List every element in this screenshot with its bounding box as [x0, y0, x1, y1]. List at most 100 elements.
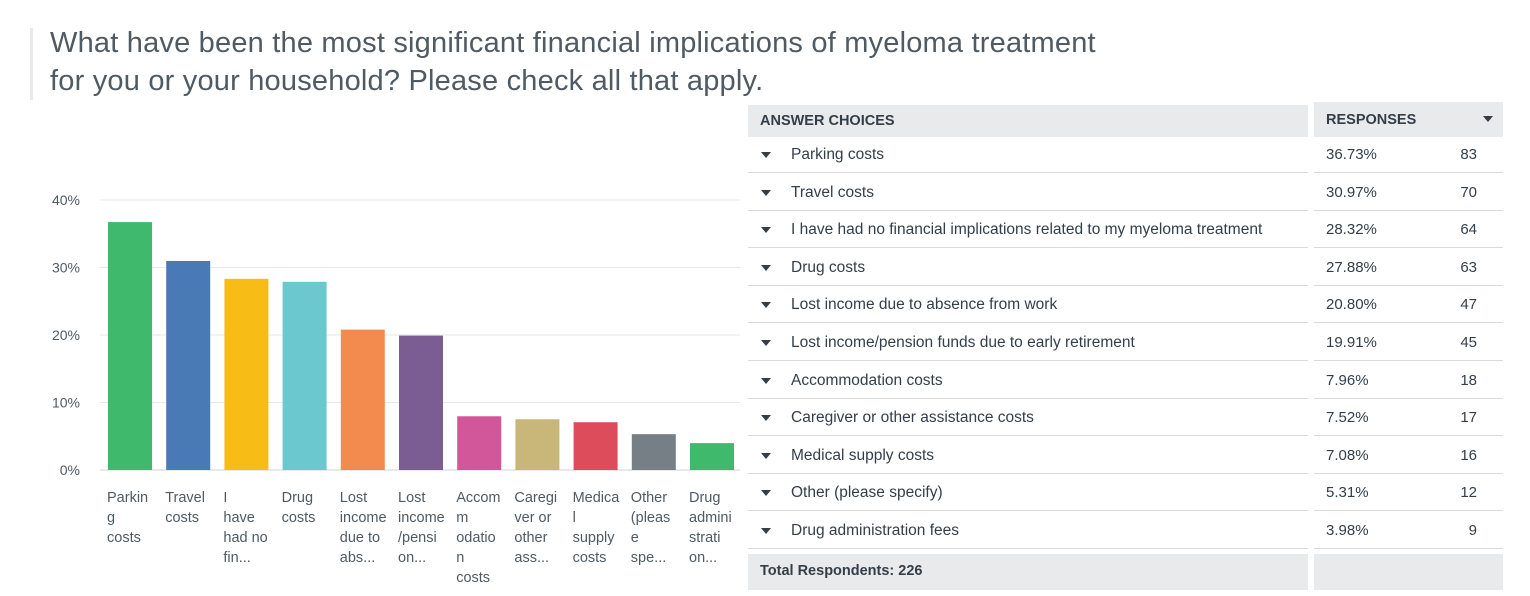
x-tick-label-line: on...	[398, 550, 427, 566]
x-tick-label-line: Parkin	[107, 490, 149, 506]
expand-caret-icon[interactable]	[761, 452, 771, 459]
table-row[interactable]: I have had no financial implications rel…	[748, 212, 1503, 249]
x-tick-label: Caregi ver or other ass...	[514, 488, 570, 568]
expand-caret-icon[interactable]	[761, 528, 771, 534]
response-count: 64	[1460, 221, 1477, 239]
x-tick-label-line: ass...	[514, 550, 550, 566]
table-row[interactable]: Drug costs 27.88% 63	[748, 249, 1503, 286]
answer-choice-label: I have had no financial implications rel…	[791, 221, 1263, 239]
chart-bar[interactable]	[690, 443, 734, 470]
response-percent: 7.08%	[1326, 446, 1369, 464]
x-tick-label-line: Drug	[689, 490, 721, 506]
x-tick-label-line: Medica	[572, 490, 620, 506]
x-tick-label-line: Lost	[398, 490, 426, 506]
chart-bar[interactable]	[108, 222, 152, 470]
response-count: 70	[1460, 183, 1477, 201]
x-tick-label-line: Drug	[281, 490, 314, 506]
response-percent: 5.31%	[1326, 484, 1369, 502]
response-count: 17	[1460, 409, 1477, 427]
x-tick-label-line: Travel	[165, 490, 205, 506]
table-row[interactable]: Lost income due to absence from work 20.8…	[748, 287, 1503, 324]
chart-bar[interactable]	[340, 329, 385, 470]
table-row[interactable]: Lost income/pension funds due to early r…	[748, 325, 1503, 361]
x-tick-label-line: Lost	[339, 490, 368, 506]
response-count: 9	[1468, 522, 1477, 539]
response-count: 83	[1460, 146, 1477, 163]
x-tick-label-line: have	[223, 510, 255, 526]
answer-choice-label: Medical supply costs	[791, 446, 935, 464]
x-tick-label-line: costs	[572, 550, 607, 566]
x-tick-label-line: costs	[281, 510, 316, 526]
answer-choice-label: Other (please specify)	[791, 484, 943, 502]
y-tick-label: 0%	[60, 462, 80, 478]
table-row[interactable]: Accommodation costs 7.96% 18	[748, 362, 1503, 399]
header-responses[interactable]: RESPONSES	[1314, 102, 1503, 137]
x-tick-label-line: due to	[339, 530, 381, 546]
total-respondents-fill	[1314, 553, 1503, 590]
chart-bar[interactable]	[166, 260, 211, 470]
expand-caret-icon[interactable]	[761, 189, 771, 196]
x-tick-label-line: admini	[689, 510, 732, 526]
column-separator	[1308, 249, 1314, 286]
x-tick-label-line: e	[630, 530, 639, 546]
table-row[interactable]: Caregiver or other assistance costs 7.52%…	[748, 400, 1503, 437]
x-tick-label-line: (pleas	[630, 510, 671, 526]
response-percent: 19.91%	[1326, 334, 1377, 351]
y-axis-ticks: 0% 10% 20% 30% 40%	[52, 192, 80, 478]
column-separator	[1308, 437, 1314, 474]
chart-bar[interactable]	[224, 278, 269, 470]
x-tick-label: Travel costs	[165, 488, 221, 528]
table-row[interactable]: Parking costs 36.73% 83	[748, 137, 1503, 173]
table-row[interactable]: Drug administration fees 3.98% 9	[748, 513, 1503, 549]
response-count: 47	[1460, 296, 1477, 314]
expand-caret-icon[interactable]	[761, 490, 771, 497]
x-tick-label: Other (pleas e spe...	[631, 488, 687, 568]
expand-caret-icon[interactable]	[761, 377, 771, 384]
x-tick-label-line: costs	[165, 510, 200, 526]
response-count: 45	[1460, 334, 1477, 351]
x-tick-label-line: other	[514, 530, 548, 546]
response-count: 16	[1460, 446, 1477, 464]
chart-bar[interactable]	[573, 422, 618, 470]
expand-caret-icon[interactable]	[761, 415, 771, 422]
expand-caret-icon[interactable]	[761, 152, 771, 158]
response-percent: 7.96%	[1326, 371, 1369, 389]
x-tick-label-line: Accomm	[456, 490, 501, 526]
chart-bars	[108, 222, 734, 470]
bar-chart: 0% 10% 20% 30% 40%	[52, 192, 740, 478]
x-tick-label-line: odatio	[456, 530, 496, 546]
x-tick-label-line: Other	[630, 490, 668, 506]
response-percent: 7.52%	[1326, 409, 1369, 427]
header-answer-choices-label: ANSWER CHOICES	[760, 113, 895, 129]
column-separator	[1308, 325, 1314, 361]
response-count: 18	[1460, 371, 1477, 389]
column-separator	[1308, 513, 1314, 549]
x-tick-label-line: l	[572, 510, 576, 526]
chart-bar[interactable]	[457, 416, 502, 470]
expand-caret-icon[interactable]	[761, 227, 771, 234]
chart-bar[interactable]	[631, 434, 676, 470]
header-answer-choices: ANSWER CHOICES	[748, 105, 1308, 137]
expand-caret-icon[interactable]	[761, 264, 771, 271]
question-accent-bar	[30, 28, 33, 100]
table-row[interactable]: Medical supply costs 7.08% 16	[748, 437, 1503, 474]
table-row[interactable]: Travel costs 30.97% 70	[748, 174, 1503, 211]
x-tick-label-line: Caregi	[514, 490, 558, 506]
y-tick-label: 20%	[52, 327, 80, 343]
x-tick-label-line: abs...	[339, 550, 376, 566]
y-tick-label: 30%	[52, 260, 80, 276]
x-tick-label: Accomm odatio n costs	[456, 488, 512, 588]
chart-bar[interactable]	[399, 335, 443, 470]
table-row[interactable]: Other (please specify) 5.31% 12	[748, 475, 1503, 512]
chart-bar[interactable]	[282, 281, 327, 470]
column-separator	[1308, 400, 1314, 437]
column-separator	[1308, 362, 1314, 399]
expand-caret-icon[interactable]	[761, 302, 771, 309]
x-tick-label-line: n	[456, 550, 465, 566]
x-tick-label: Parkin g costs	[107, 488, 163, 548]
response-percent: 28.32%	[1326, 221, 1377, 239]
expand-caret-icon[interactable]	[761, 340, 771, 346]
chart-bar[interactable]	[515, 419, 560, 470]
sort-dropdown-icon[interactable]	[1483, 116, 1493, 122]
